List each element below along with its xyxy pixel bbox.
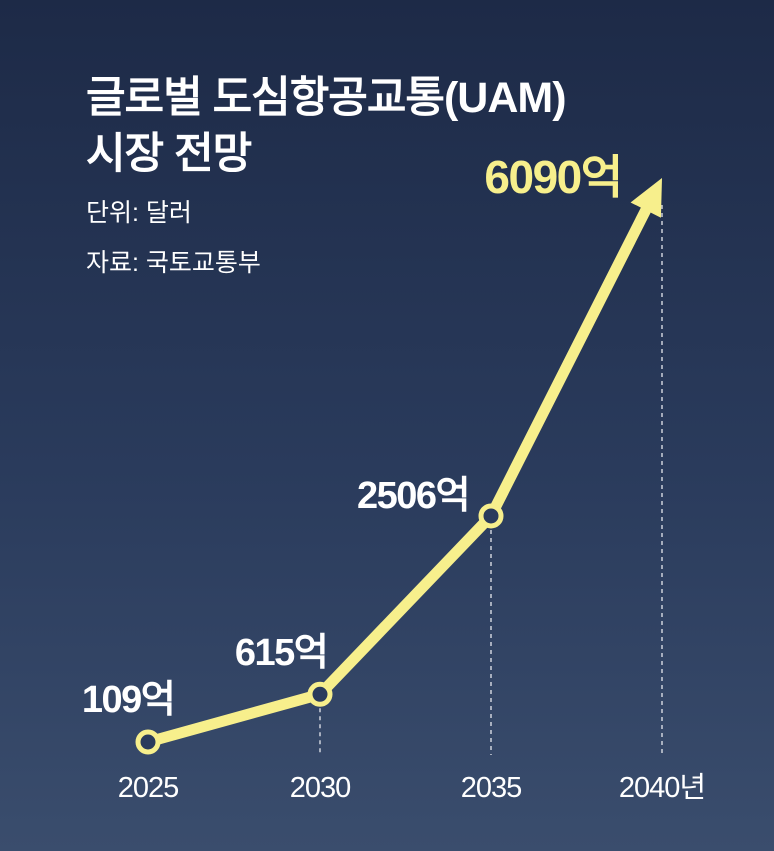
value-label-2030: 615억 (235, 632, 327, 674)
guide-lines (319, 205, 663, 755)
unit-note: 단위: 달러 (86, 199, 192, 227)
series-line-group (142, 178, 662, 748)
value-labels: 109억 615억 2506억 6090억 (82, 151, 623, 721)
value-label-2040: 6090억 (484, 151, 621, 203)
arrow-head (630, 178, 662, 218)
x-tick-label-2030: 2030 (290, 772, 351, 804)
value-label-2025: 109억 (82, 679, 174, 721)
value-label-2035: 2506억 (357, 475, 469, 517)
data-point-2025 (135, 729, 161, 755)
chart-title-line-1: 글로벌 도심항공교통(UAM) (86, 74, 567, 122)
x-tick-label-2035: 2035 (461, 772, 522, 804)
x-axis-tick-labels: 2025 2030 2035 2040년 (118, 772, 706, 804)
data-markers (135, 503, 504, 755)
chart-title-line-2: 시장 전망 (86, 130, 252, 178)
x-tick-label-2040: 2040년 (619, 772, 705, 804)
x-tick-label-2025: 2025 (118, 772, 179, 804)
series-line (142, 204, 652, 748)
data-point-2030 (307, 681, 333, 707)
chart-title: 글로벌 도심항공교통(UAM) 시장 전망 (86, 70, 567, 182)
source-note: 자료: 국토교통부 (86, 249, 261, 277)
data-point-2035 (478, 503, 504, 529)
